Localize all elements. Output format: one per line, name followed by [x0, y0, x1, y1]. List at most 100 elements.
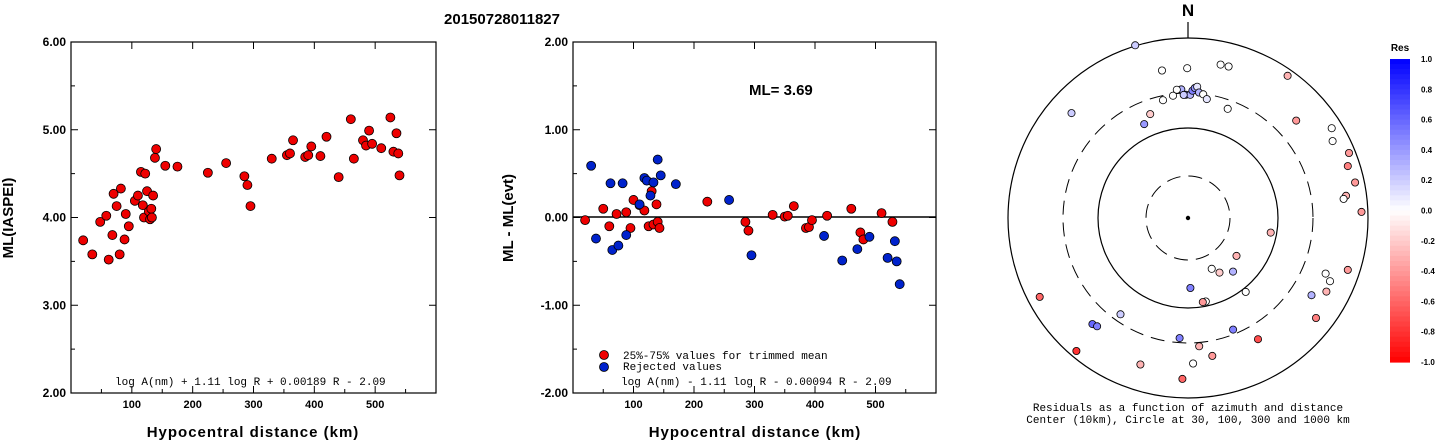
data-point: [605, 178, 616, 189]
colorbar-segment: [1390, 129, 1410, 136]
figure-title: 20150728011827: [444, 11, 560, 28]
colorbar-segment: [1390, 124, 1410, 131]
data-point: [887, 216, 898, 227]
colorbar-segment: [1390, 356, 1410, 363]
colorbar-segment: [1390, 79, 1410, 85]
x-tick-label: 200: [685, 399, 703, 411]
colorbar-segment: [1390, 326, 1410, 333]
station-marker: [1229, 325, 1238, 334]
data-point: [146, 203, 157, 214]
x-axis-label-1: Hypocentral distance (km): [147, 424, 360, 441]
data-point: [670, 179, 681, 190]
colorbar-tick-label: 0.0: [1421, 207, 1433, 216]
data-point: [621, 230, 632, 240]
station-marker: [1189, 359, 1198, 368]
colorbar-segment: [1390, 149, 1410, 156]
x-tick-label: 300: [244, 399, 262, 411]
formula-1: log A(nm) + 1.11 log R + 0.00189 R - 2.0…: [115, 377, 386, 389]
data-point: [740, 216, 751, 227]
data-point: [172, 161, 183, 172]
colorbar-gradient: [1390, 59, 1410, 363]
colorbar-segment: [1390, 190, 1410, 196]
station-marker: [1307, 291, 1316, 300]
epicenter-dot: [1185, 215, 1191, 221]
colorbar-tick-label: 1.0: [1421, 55, 1433, 64]
data-point: [266, 153, 277, 164]
data-point: [604, 221, 615, 232]
colorbar-tick-label: 0.4: [1421, 146, 1433, 155]
data-point: [889, 236, 900, 247]
colorbar-segment: [1390, 64, 1410, 70]
station-marker: [1131, 41, 1140, 50]
colorbar-segment: [1390, 160, 1410, 166]
colorbar-segment: [1390, 200, 1410, 207]
x-tick-label: 300: [745, 399, 763, 411]
colorbar-segment: [1390, 301, 1410, 308]
colorbar-segment: [1390, 220, 1410, 227]
station-marker: [1186, 283, 1195, 292]
data-point: [107, 230, 118, 240]
colorbar-segment: [1390, 205, 1410, 212]
data-point: [876, 208, 887, 219]
legend-label-rejected: Rejected values: [623, 362, 722, 374]
colorbar-segment: [1390, 69, 1410, 75]
legend-marker-trimmed: [599, 350, 609, 360]
colorbar-ticks: 1.0 0.8 0.6 0.4 0.2 0.0 -0.2 -0.4 -0.6 -0.8 -1.0: [1421, 55, 1435, 367]
y-tick-label: 2.00: [43, 386, 67, 400]
data-point: [95, 216, 106, 227]
station-marker: [1351, 178, 1360, 187]
colorbar-tick-label: -0.4: [1421, 267, 1435, 276]
colorbar-segment: [1390, 311, 1410, 318]
station-marker: [1072, 346, 1081, 355]
data-point: [394, 170, 405, 181]
data-point: [645, 190, 656, 201]
colorbar-segment: [1390, 316, 1410, 323]
data-point: [364, 125, 374, 136]
ring-100km: [1097, 127, 1279, 309]
data-point: [140, 168, 151, 179]
data-point: [652, 154, 663, 165]
colorbar-title: Res: [1391, 43, 1410, 54]
y-tick-label: 6.00: [43, 35, 67, 49]
data-point: [591, 233, 601, 244]
data-point: [651, 199, 662, 210]
outer-ring-1000km: [1007, 37, 1369, 399]
station-marker: [1322, 287, 1331, 296]
colorbar-segment: [1390, 245, 1410, 252]
colorbar-segment: [1390, 296, 1410, 302]
data-point: [598, 203, 609, 214]
data-point: [654, 223, 665, 233]
data-point: [580, 215, 590, 226]
data-point: [894, 279, 905, 290]
formula-2: log A(nm) - 1.11 log R - 0.00094 R - 2.0…: [621, 377, 892, 389]
ring-30km: [1145, 175, 1231, 261]
data-point: [891, 256, 902, 267]
station-marker: [1198, 298, 1207, 307]
y-axis-label-2: ML - ML(evt): [500, 174, 517, 262]
data-point: [345, 114, 356, 125]
station-marker: [1357, 207, 1366, 216]
data-point: [819, 231, 829, 241]
data-point: [78, 235, 89, 246]
station-marker: [1343, 162, 1352, 171]
colorbar-segment: [1390, 255, 1410, 262]
legend-label-trimmed: 25%-75% values for trimmed mean: [623, 351, 828, 363]
data-point: [87, 249, 98, 260]
data-point: [367, 138, 378, 149]
data-point: [285, 148, 295, 159]
colorbar-segment: [1390, 306, 1410, 313]
colorbar-segment: [1390, 351, 1410, 358]
data-point: [611, 209, 622, 219]
station-marker: [1312, 313, 1321, 322]
station-marker: [1207, 264, 1216, 273]
station-marker: [1116, 310, 1125, 319]
station-marker: [1093, 322, 1102, 331]
station-marker: [1321, 269, 1330, 278]
station-marker: [1179, 90, 1188, 99]
colorbar-segment: [1390, 89, 1410, 95]
y-tick-label: 1.00: [545, 123, 569, 137]
colorbar-segment: [1390, 261, 1410, 267]
station-marker: [1158, 66, 1167, 75]
data-point: [586, 160, 597, 171]
y-tick-label: 4.00: [43, 211, 67, 225]
